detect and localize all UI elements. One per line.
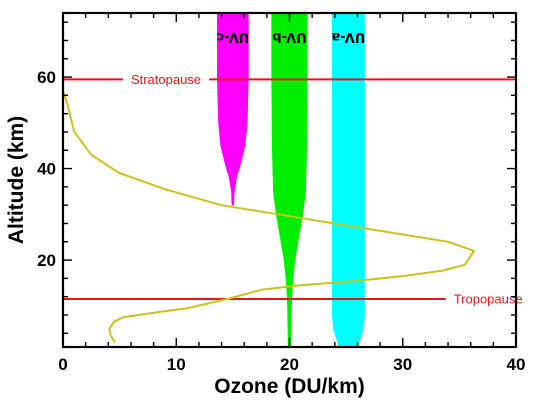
- plot-frame: [61, 11, 518, 349]
- uv-band-label-uv-a: UV-a: [331, 29, 365, 44]
- x-tick-label: 10: [167, 355, 186, 374]
- y-tick-label: 20: [37, 251, 56, 270]
- y-tick-label: 60: [37, 68, 56, 87]
- tropopause-label-bg: [445, 294, 531, 303]
- stratopause-label-bg: [122, 75, 210, 84]
- reference-lines: Stratopause Tropopause: [63, 72, 531, 306]
- stratopause-label: Stratopause: [131, 72, 201, 87]
- x-tick-label: 40: [507, 355, 526, 374]
- y-tick-label: 40: [37, 160, 56, 179]
- uv-band-uv-b: [271, 13, 308, 347]
- x-tick-label: 30: [393, 355, 412, 374]
- ozone-profile: [62, 90, 476, 343]
- uv-band-label-uv-c: UV-c: [217, 29, 250, 44]
- uv-band-uv-c: [217, 13, 249, 206]
- y-axis-title: Altitude (km): [5, 116, 28, 244]
- ozone-profile-line: [62, 90, 476, 343]
- x-tick-label: 20: [280, 355, 299, 374]
- x-axis-title: Ozone (DU/km): [214, 375, 365, 398]
- tropopause-label: Tropopause: [454, 291, 523, 306]
- uv-bands: UV-c UV-b UV-a: [217, 13, 365, 347]
- x-tick-label: 0: [58, 355, 67, 374]
- uv-band-label-uv-b: UV-b: [272, 29, 306, 44]
- uv-band-uv-a: [332, 13, 365, 347]
